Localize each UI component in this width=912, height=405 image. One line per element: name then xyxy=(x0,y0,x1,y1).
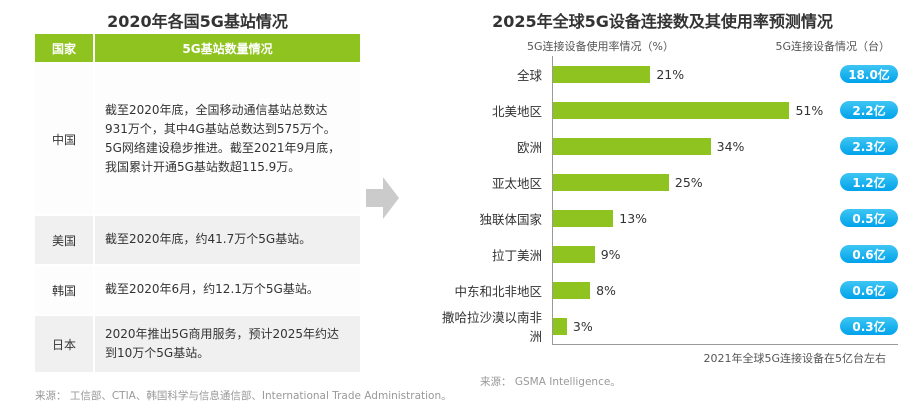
bar-area: 25% xyxy=(552,164,836,200)
connections-badge: 0.6亿 xyxy=(840,281,898,299)
bar-area: 3% xyxy=(552,308,836,344)
category-label: 北美地区 xyxy=(491,103,542,119)
usage-bar xyxy=(553,209,614,227)
table-body: 中国 截至2020年底，全国移动通信基站总数达931万个，其中4G基站总数达到57… xyxy=(35,64,360,372)
left-source-note: 来源： 工信部、CTIA、韩国科学与信息通信部、International Tr… xyxy=(35,390,452,402)
category-label: 拉丁美洲 xyxy=(491,247,542,263)
bar-area: 34% xyxy=(552,128,836,164)
detail-cell: 截至2020年6月，约12.1万个5G基站。 xyxy=(95,266,360,314)
connections-badge: 2.2亿 xyxy=(840,101,898,119)
usage-value-label: 51% xyxy=(795,102,824,118)
table-row: 韩国 截至2020年6月，约12.1万个5G基站。 xyxy=(35,266,360,314)
category-label: 亚太地区 xyxy=(491,175,542,191)
category-label: 全球 xyxy=(516,67,542,83)
bar-area: 13% xyxy=(552,200,836,236)
connections-badge: 2.3亿 xyxy=(840,137,898,155)
usage-value-label: 3% xyxy=(572,318,593,334)
chart-annotation: 2021年全球5G连接设备在5亿台左右 xyxy=(703,352,886,365)
chart-row: 独联体国家 13% 0.5亿 xyxy=(440,200,898,236)
x-axis-line xyxy=(552,344,898,345)
category-label: 独联体国家 xyxy=(479,211,542,227)
right-panel-title: 2025年全球5G设备连接数及其使用率预测情况 xyxy=(492,12,833,31)
left-panel-title: 2020年各国5G基站情况 xyxy=(107,12,288,31)
usage-bar xyxy=(553,245,595,263)
usage-value-label: 25% xyxy=(674,174,703,190)
connections-badge: 18.0亿 xyxy=(840,65,898,83)
bar-area: 9% xyxy=(552,236,836,272)
usage-value-label: 9% xyxy=(600,246,621,262)
chart-row: 北美地区 51% 2.2亿 xyxy=(440,92,898,128)
table-header-country: 国家 xyxy=(35,34,93,62)
country-cell: 美国 xyxy=(35,216,93,264)
table-header-detail: 5G基站数量情况 xyxy=(95,34,360,62)
connections-badge: 1.2亿 xyxy=(840,173,898,191)
detail-cell: 截至2020年底，全国移动通信基站总数达931万个，其中4G基站总数达到575万… xyxy=(95,64,360,214)
chart-row: 拉丁美洲 9% 0.6亿 xyxy=(440,236,898,272)
chart-rows: 全球 21% 18.0亿北美地区 51% 2.2亿欧洲 34% 2.3亿亚太地区 25% 1.2… xyxy=(440,56,898,344)
usage-value-label: 21% xyxy=(656,66,685,82)
country-cell: 中国 xyxy=(35,64,93,214)
right-arrow-icon xyxy=(366,177,399,219)
usage-column-header: 5G连接设备使用率情况（%） xyxy=(527,40,674,53)
bar-chart: 全球 21% 18.0亿北美地区 51% 2.2亿欧洲 34% 2.3亿亚太地区 25% 1.2… xyxy=(440,56,898,345)
country-cell: 日本 xyxy=(35,316,93,372)
connections-badge: 0.6亿 xyxy=(840,245,898,263)
bar-area: 21% xyxy=(552,56,836,92)
usage-bar xyxy=(553,65,651,83)
connections-badge: 0.3亿 xyxy=(840,317,898,335)
usage-bar xyxy=(553,137,711,155)
usage-bar xyxy=(553,281,591,299)
usage-value-label: 13% xyxy=(619,210,648,226)
connections-badge: 0.5亿 xyxy=(840,209,898,227)
category-label: 撒哈拉沙漠以南非洲 xyxy=(441,310,542,344)
usage-value-label: 8% xyxy=(596,282,616,298)
usage-bar xyxy=(553,317,567,335)
usage-bar xyxy=(553,101,790,119)
basestation-table: 国家 5G基站数量情况 中国 截至2020年底，全国移动通信基站总数达931万个，… xyxy=(35,34,360,374)
right-source-note: 来源： GSMA Intelligence。 xyxy=(480,376,621,388)
category-label: 欧洲 xyxy=(516,139,542,155)
table-header-row: 国家 5G基站数量情况 xyxy=(35,34,360,62)
detail-cell: 2020年推出5G商用服务，预计2025年约达到10万个5G基站。 xyxy=(95,316,360,372)
bar-area: 8% xyxy=(552,272,836,308)
chart-row: 撒哈拉沙漠以南非洲 3% 0.3亿 xyxy=(440,308,898,344)
country-cell: 韩国 xyxy=(35,266,93,314)
category-label: 中东和北非地区 xyxy=(454,283,542,299)
table-row: 日本 2020年推出5G商用服务，预计2025年约达到10万个5G基站。 xyxy=(35,316,360,372)
table-row: 美国 截至2020年底，约41.7万个5G基站。 xyxy=(35,216,360,264)
detail-cell: 截至2020年底，约41.7万个5G基站。 xyxy=(95,216,360,264)
usage-bar xyxy=(553,173,669,191)
usage-value-label: 34% xyxy=(716,138,745,154)
chart-row: 全球 21% 18.0亿 xyxy=(440,56,898,92)
chart-row: 欧洲 34% 2.3亿 xyxy=(440,128,898,164)
chart-row: 中东和北非地区 8% 0.6亿 xyxy=(440,272,898,308)
table-row: 中国 截至2020年底，全国移动通信基站总数达931万个，其中4G基站总数达到57… xyxy=(35,64,360,214)
chart-row: 亚太地区 25% 1.2亿 xyxy=(440,164,898,200)
bar-area: 51% xyxy=(552,92,836,128)
devices-column-header: 5G连接设备情况（台） xyxy=(775,40,890,53)
